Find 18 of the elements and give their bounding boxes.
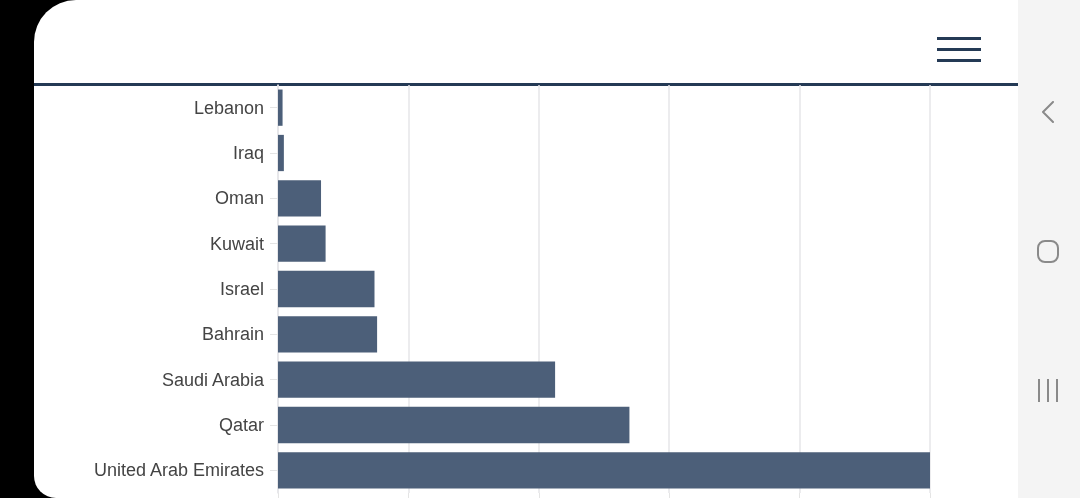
- bar: [278, 316, 378, 353]
- bar: [278, 270, 375, 308]
- y-tick-label: Iraq: [232, 143, 264, 163]
- bar: [278, 452, 930, 489]
- y-tick-label: United Arab Emirates: [93, 460, 264, 481]
- bar: [278, 134, 284, 172]
- y-tick-label: Qatar: [218, 415, 264, 435]
- y-tick-label: Saudi Arabia: [161, 369, 265, 390]
- y-tick-label: Bahrain: [201, 324, 264, 345]
- bar: [278, 406, 630, 444]
- bar: [278, 225, 326, 262]
- bar: [278, 89, 283, 126]
- y-tick-label: Oman: [214, 188, 264, 209]
- y-tick-label: Kuwait: [209, 233, 264, 254]
- bar: [278, 180, 322, 217]
- bar: [278, 361, 556, 398]
- y-tick-label: Lebanon: [193, 97, 264, 118]
- y-tick-label: Israel: [219, 279, 264, 299]
